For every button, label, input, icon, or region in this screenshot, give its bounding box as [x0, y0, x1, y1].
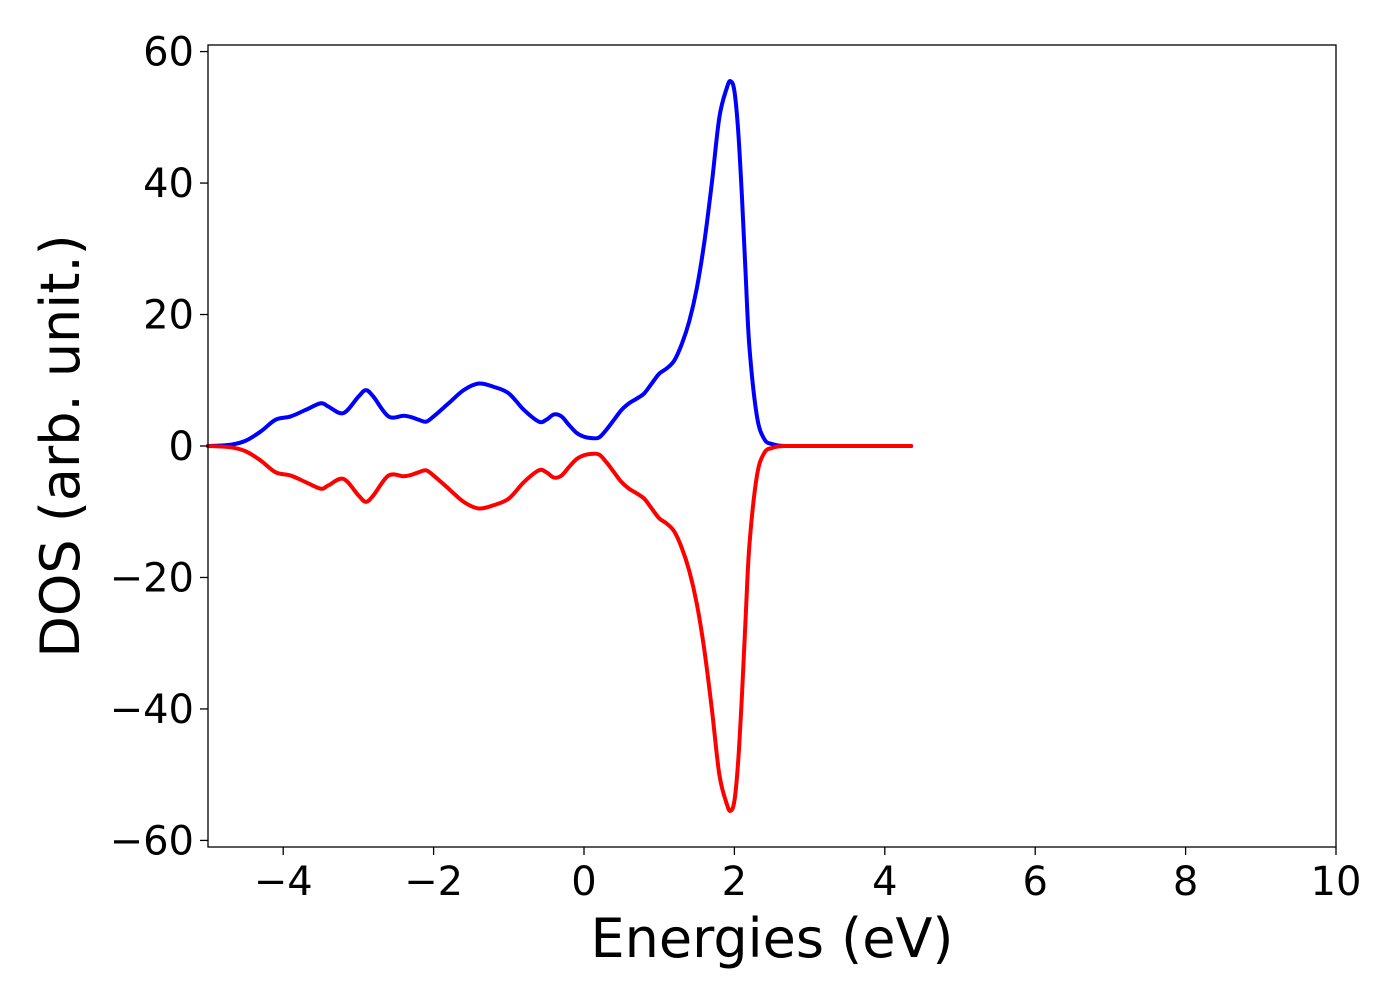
y-tick-label: 0 — [169, 424, 194, 470]
x-tick-label: −4 — [254, 859, 313, 905]
y-tick-label: −40 — [110, 687, 194, 733]
y-axis-label: DOS (arb. unit.) — [29, 234, 92, 657]
y-tick-label: −20 — [110, 555, 194, 601]
x-tick-label: −2 — [404, 859, 463, 905]
series-layer — [206, 79, 914, 813]
x-axis-label: Energies (eV) — [591, 907, 954, 970]
x-tick-label: 10 — [1311, 859, 1362, 905]
x-tick-label: 4 — [872, 859, 897, 905]
y-tick-label: 20 — [143, 293, 194, 339]
y-tick-label: −60 — [110, 818, 194, 864]
y-tick-label: 60 — [143, 30, 194, 76]
series-line-0 — [206, 79, 914, 449]
series-line-1 — [206, 443, 914, 813]
x-tick-label: 0 — [571, 859, 596, 905]
y-tick-label: 40 — [143, 161, 194, 207]
x-tick-label: 8 — [1173, 859, 1198, 905]
x-tick-label: 2 — [722, 859, 747, 905]
x-tick-label: 6 — [1022, 859, 1047, 905]
